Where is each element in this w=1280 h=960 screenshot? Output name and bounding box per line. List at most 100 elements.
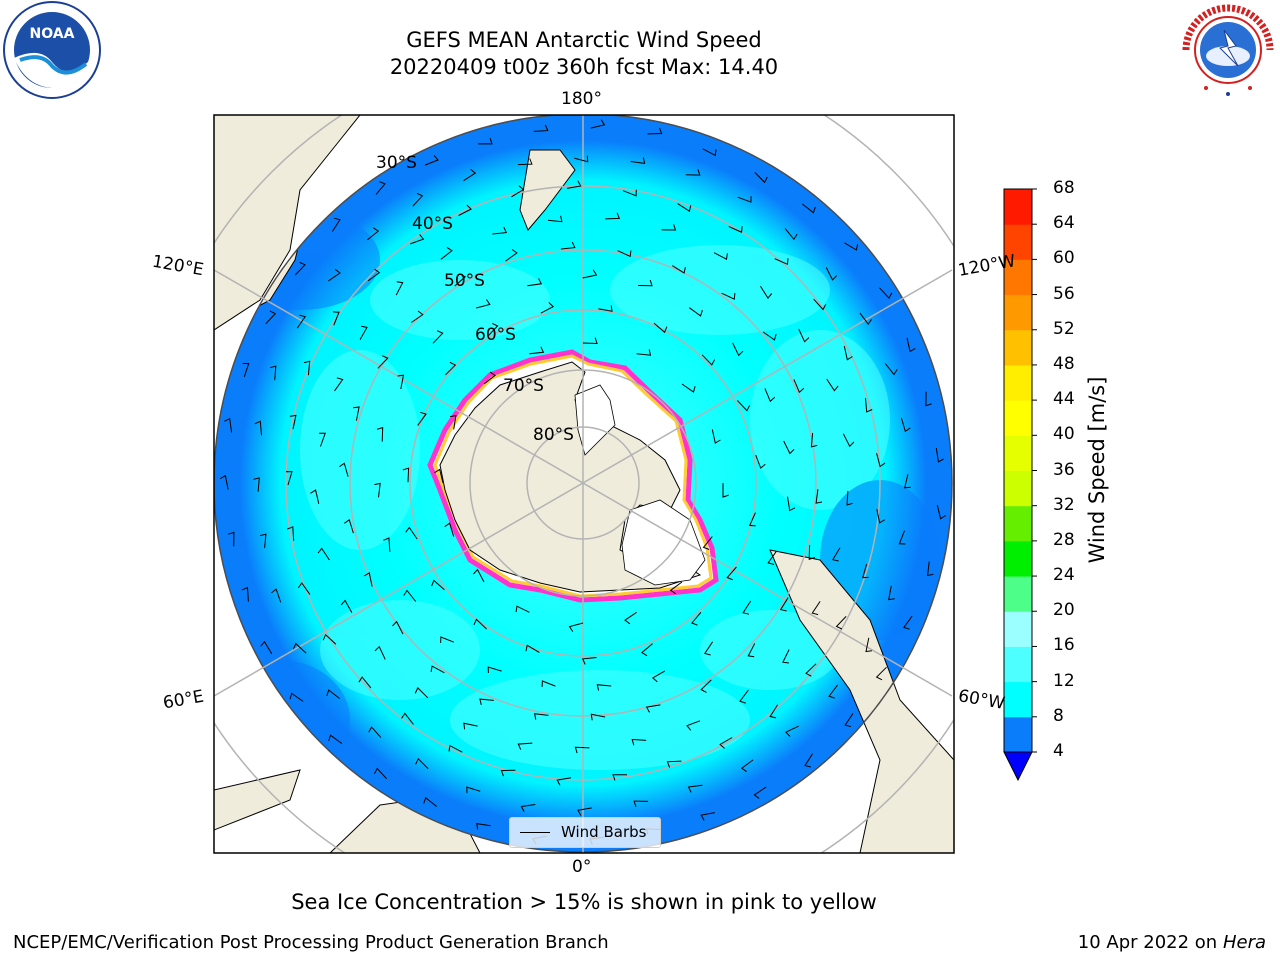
wind-barb xyxy=(713,252,728,260)
wind-barb xyxy=(405,526,418,540)
wind-barb xyxy=(879,287,893,299)
colorbar-segment xyxy=(1004,400,1032,436)
wind-barb xyxy=(826,378,839,392)
colorbar-tick-label: 20 xyxy=(1053,600,1075,621)
wind-barb xyxy=(624,611,637,625)
wind-barb xyxy=(479,698,494,706)
wind-barb xyxy=(802,203,816,214)
colorbar-segment xyxy=(1004,294,1032,331)
wind-barb xyxy=(332,311,340,326)
wind-barb xyxy=(289,692,304,702)
wind-barb xyxy=(631,738,647,746)
wind-barb xyxy=(260,640,273,654)
wind-barb xyxy=(900,417,911,433)
wind-barb xyxy=(478,138,493,145)
wind-barb xyxy=(287,526,295,541)
colorbar-underflow-arrow xyxy=(1003,751,1033,782)
wind-barb xyxy=(397,374,405,390)
wind-barb xyxy=(793,379,805,394)
wind-barb xyxy=(862,564,869,579)
nws-logo xyxy=(1181,3,1275,97)
wind-barb xyxy=(651,670,666,683)
wind-barb xyxy=(755,454,766,469)
colorbar-segment xyxy=(1004,576,1032,612)
wind-barb xyxy=(414,687,429,699)
wind-barb xyxy=(334,377,344,392)
wind-barb xyxy=(785,725,799,737)
wind-barb xyxy=(259,533,267,549)
wind-barb xyxy=(517,158,533,166)
land-new-zealand xyxy=(519,149,576,231)
wind-barb xyxy=(719,737,733,749)
wind-barb xyxy=(331,217,341,232)
wind-barb xyxy=(529,346,545,355)
wind-barb xyxy=(520,804,536,813)
wind-barb xyxy=(737,196,752,203)
wind-barb xyxy=(322,633,337,645)
wind-barb xyxy=(582,269,598,279)
wind-barb xyxy=(292,642,307,654)
wind-barb xyxy=(492,226,508,235)
wind-barb xyxy=(432,330,444,344)
wind-barb xyxy=(666,760,682,768)
wind-barb xyxy=(296,314,307,329)
wind-barb xyxy=(511,185,525,198)
wind-barb xyxy=(568,622,584,632)
colorbar-segment xyxy=(1004,364,1032,401)
colorbar-tick-label: 56 xyxy=(1053,283,1075,304)
wind-barb xyxy=(415,758,429,770)
wind-barb xyxy=(722,483,729,498)
wind-barb xyxy=(417,411,427,426)
wind-barb xyxy=(376,426,384,442)
wind-barb xyxy=(582,337,598,345)
wind-barb xyxy=(574,746,590,754)
colorbar-segment xyxy=(1004,681,1032,718)
wind-barb xyxy=(677,203,692,213)
wind-barb xyxy=(726,566,737,581)
wind-barb xyxy=(721,292,736,300)
colorbar-segment xyxy=(1004,716,1032,753)
wind-barb xyxy=(740,759,754,773)
lat-label-80s: 80°S xyxy=(533,425,574,445)
wind-barb xyxy=(574,155,589,163)
wind-barb xyxy=(936,504,946,520)
wind-barb xyxy=(525,644,540,653)
graticule xyxy=(214,115,954,853)
wind-barb xyxy=(617,250,632,258)
lat-label-40s: 40°S xyxy=(412,214,453,234)
wind-barb xyxy=(876,452,886,468)
colorbar-tick-label: 48 xyxy=(1053,353,1075,374)
wind-barb xyxy=(700,679,712,693)
wind-barb xyxy=(884,363,898,376)
wind-barb xyxy=(903,615,913,630)
wind-barb xyxy=(241,586,249,602)
wind-barb xyxy=(289,414,297,430)
wind-barb xyxy=(367,268,381,282)
wind-barb xyxy=(596,684,612,691)
wind-barb xyxy=(865,397,873,413)
wind-barb xyxy=(590,713,606,721)
wind-barb xyxy=(787,496,796,512)
wind-barb xyxy=(702,536,713,550)
wind-barb xyxy=(527,278,543,287)
wind-barb xyxy=(754,172,768,184)
wind-barb xyxy=(702,148,717,157)
wind-barb xyxy=(810,432,818,448)
wind-barb xyxy=(742,600,752,615)
lat-label-70s: 70°S xyxy=(503,376,544,396)
legend-line-swatch xyxy=(520,832,550,833)
colorbar-tick-label: 24 xyxy=(1053,565,1075,586)
wind-barb xyxy=(424,155,439,166)
land-australia xyxy=(214,115,361,331)
wind-barb xyxy=(782,649,790,664)
map-subtitle: 20220409 t00z 360h fcst Max: 14.40 xyxy=(389,55,779,79)
wind-barb xyxy=(340,599,353,613)
land-madagascar xyxy=(214,769,301,831)
wind-barb xyxy=(762,331,777,341)
wind-barb xyxy=(876,508,886,524)
wind-barb xyxy=(358,676,372,689)
wind-barb xyxy=(686,720,701,731)
colorbar-segment xyxy=(1004,435,1032,471)
colorbar-tick-label: 40 xyxy=(1053,424,1075,445)
